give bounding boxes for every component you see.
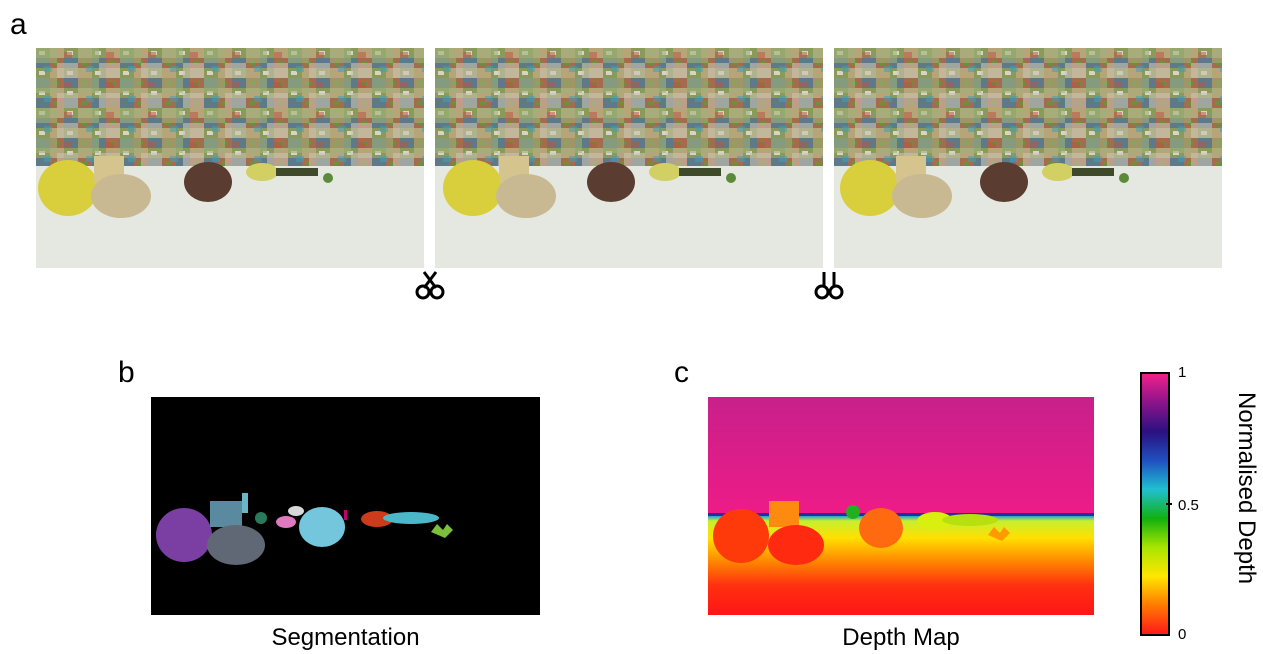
stereo-view-left [36,48,424,268]
stereo-view-right [834,48,1222,268]
stereo-right-icon [814,272,844,300]
scene-render [36,48,424,268]
depth-map [708,397,1094,615]
depth-map-caption: Depth Map [842,624,960,651]
panel-c-label: c [674,356,689,389]
stereo-left-icon [415,271,445,300]
colorbar-tick-mid [1166,503,1172,505]
colorbar-tick-label-bottom: 0 [1178,626,1187,643]
colorbar-tick-label-top: 1 [1178,364,1187,381]
scene-render [435,48,823,268]
scene-render [834,48,1222,268]
stereo-view-center [435,48,823,268]
panel-a-label: a [10,8,27,41]
segmentation-caption: Segmentation [271,624,420,651]
colorbar-tick-label-mid: 0.5 [1178,497,1199,514]
colorbar-title: Normalised Depth [1233,392,1260,585]
panel-b-label: b [118,356,135,389]
segmentation-map [151,397,540,615]
